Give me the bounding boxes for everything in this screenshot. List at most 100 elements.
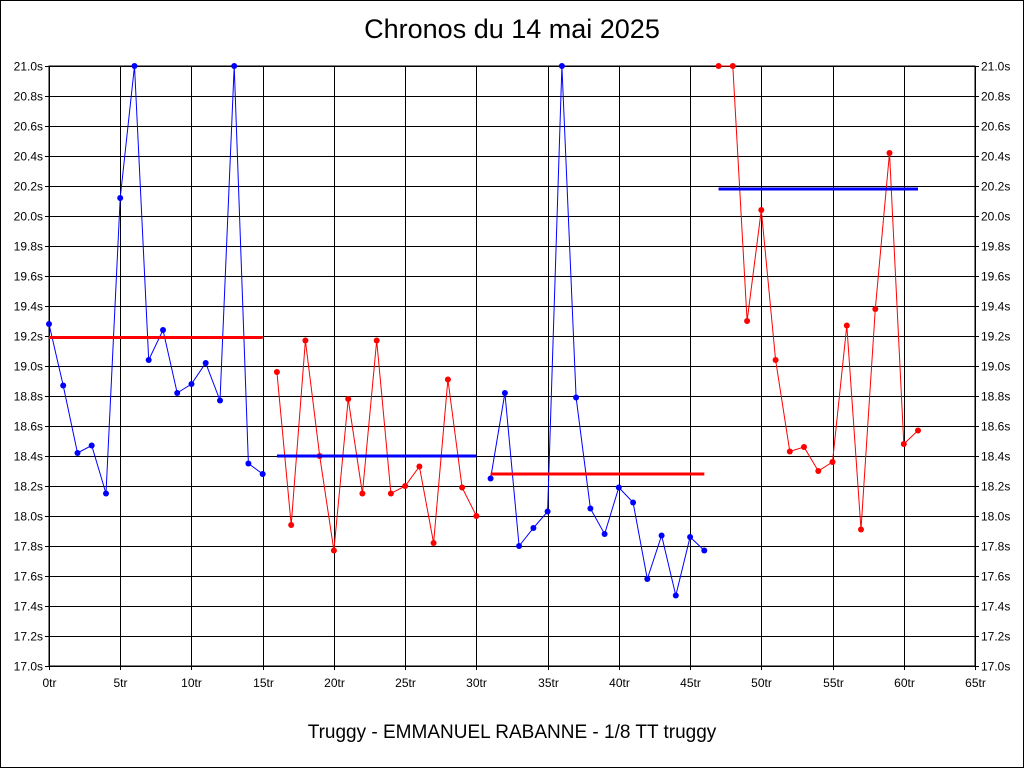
x-tick-label: 10tr: [181, 676, 202, 690]
x-tick-label: 65tr: [965, 676, 986, 690]
series-line: [490, 65, 705, 596]
data-point: [644, 576, 651, 582]
data-point: [103, 490, 109, 497]
data-point: [117, 195, 124, 201]
data-point: [330, 547, 337, 554]
data-point: [858, 526, 864, 533]
data-point: [915, 427, 921, 434]
chart-title: Chronos du 14 mai 2025: [364, 14, 660, 44]
data-point: [60, 382, 67, 389]
data-point: [387, 490, 394, 497]
data-point: [88, 442, 95, 449]
data-point: [772, 357, 779, 363]
y-tick-label: 18.8s: [981, 390, 1010, 404]
data-point: [786, 448, 793, 455]
data-point: [815, 468, 822, 474]
data-point: [872, 306, 879, 312]
x-tick-label: 20tr: [324, 676, 345, 690]
data-point: [202, 360, 209, 366]
series-1: [46, 63, 266, 497]
data-point: [658, 532, 665, 539]
data-point: [516, 543, 523, 549]
y-tick-label: 17.6s: [981, 570, 1010, 584]
y-tick-label: 19.6s: [14, 270, 43, 284]
y-tick-label: 18.4s: [981, 450, 1010, 464]
y-tick-label: 20.0s: [981, 210, 1010, 224]
data-point: [302, 337, 309, 344]
y-tick-label: 17.8s: [981, 540, 1010, 554]
y-tick-label: 17.0s: [14, 660, 43, 674]
average-lines: [49, 187, 919, 476]
y-tick-label: 19.4s: [981, 300, 1010, 314]
y-tick-label: 18.6s: [14, 420, 43, 434]
y-tick-label: 19.8s: [14, 240, 43, 254]
data-point: [530, 525, 537, 531]
data-point: [259, 471, 266, 477]
data-point: [444, 376, 451, 383]
data-point: [131, 63, 138, 69]
x-tick-label: 15tr: [253, 676, 274, 690]
data-point: [886, 150, 893, 156]
chart-footer: Truggy - EMMANUEL RABANNE - 1/8 TT trugg…: [307, 722, 717, 743]
data-point: [758, 207, 765, 213]
x-tick-label: 55tr: [823, 676, 844, 690]
x-tick-label: 50tr: [751, 676, 772, 690]
data-point: [74, 450, 81, 456]
y-tick-label: 21.0s: [981, 60, 1010, 74]
x-axis: 0tr 5tr 10tr 15tr 20tr 25tr 30tr 35tr 40tr 45tr 50…: [42, 666, 986, 690]
data-point: [487, 475, 494, 482]
x-tick-label: 0tr: [42, 676, 56, 690]
data-point: [245, 460, 252, 467]
data-point: [345, 396, 352, 402]
x-tick-label: 5tr: [113, 676, 127, 690]
series-4: [715, 63, 921, 533]
data-point: [672, 592, 679, 599]
x-tick-label: 60tr: [894, 676, 915, 690]
x-tick-label: 30tr: [466, 676, 487, 690]
y-tick-label: 17.8s: [14, 540, 43, 554]
data-point: [744, 318, 751, 324]
data-point: [501, 390, 508, 396]
y-tick-label: 18.4s: [14, 450, 43, 464]
data-point: [231, 63, 238, 69]
y-tick-label: 18.2s: [14, 480, 43, 494]
data-point: [402, 483, 409, 489]
y-tick-label: 20.0s: [14, 210, 43, 224]
y-tick-label: 20.6s: [14, 120, 43, 134]
data-point: [829, 459, 836, 465]
data-point: [687, 534, 694, 540]
data-point: [174, 390, 181, 396]
series-line: [48, 65, 263, 494]
data-point: [544, 508, 551, 515]
x-tick-label: 35tr: [538, 676, 559, 690]
data-point: [729, 63, 736, 69]
data-point: [900, 441, 907, 447]
data-point: [630, 499, 637, 506]
y-tick-label: 20.4s: [14, 150, 43, 164]
y-tick-label: 20.2s: [14, 180, 43, 194]
data-point: [416, 463, 423, 470]
data-point: [273, 369, 280, 375]
data-point: [160, 327, 166, 333]
data-point: [145, 357, 152, 363]
y-tick-label: 19.8s: [981, 240, 1010, 254]
y-tick-label: 18.0s: [981, 510, 1010, 524]
data-point: [217, 397, 223, 404]
data-point: [601, 531, 608, 537]
x-tick-label: 45tr: [680, 676, 701, 690]
grid-lines: [49, 66, 976, 667]
y-tick-label: 17.6s: [14, 570, 43, 584]
data-point: [558, 63, 565, 69]
y-tick-label: 19.4s: [14, 300, 43, 314]
data-point: [430, 540, 437, 546]
data-point: [573, 394, 580, 401]
data-point: [801, 444, 807, 450]
y-tick-label: 17.4s: [14, 600, 43, 614]
y-tick-label: 19.0s: [14, 360, 43, 374]
y-tick-label: 20.8s: [981, 90, 1010, 104]
y-tick-label: 18.8s: [14, 390, 43, 404]
data-point: [615, 484, 622, 491]
data-point: [701, 547, 708, 554]
data-point: [587, 505, 594, 512]
